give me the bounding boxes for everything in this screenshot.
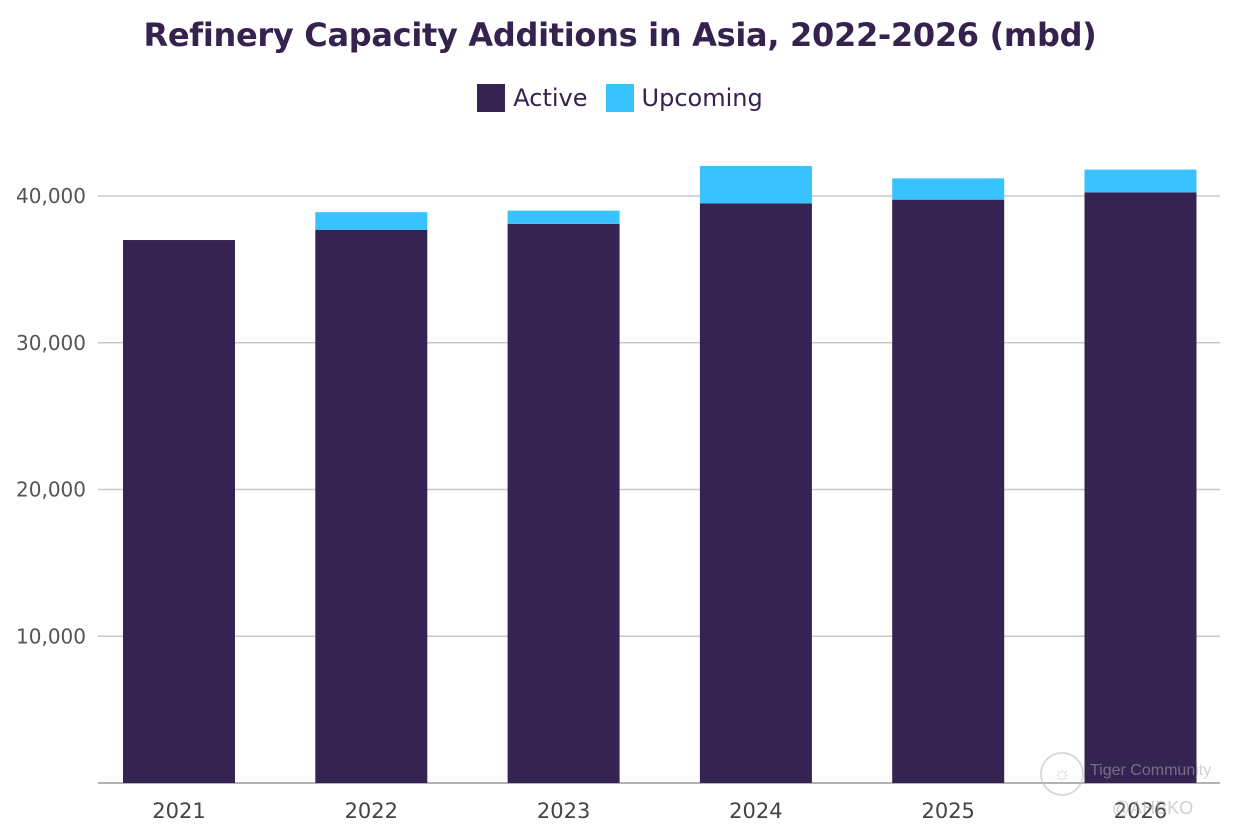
x-tick-label: 2021 (152, 799, 205, 823)
bar-active-2025 (892, 199, 1005, 783)
y-tick-label: 40,000 (16, 184, 86, 208)
x-tick-label: 2024 (729, 799, 782, 823)
watermark-handle: @AHBKO (1112, 798, 1194, 818)
bar-upcoming-2026 (1084, 169, 1197, 193)
bar-upcoming-2025 (892, 178, 1005, 200)
x-tick-label: 2022 (345, 799, 398, 823)
legend-item-active: Active (477, 84, 588, 112)
watermark: ☼ Tiger Community @AHBKO (1040, 752, 1230, 832)
chart-title: Refinery Capacity Additions in Asia, 202… (143, 16, 1097, 54)
bar-upcoming-2022 (315, 212, 428, 230)
legend-swatch-active (477, 84, 506, 112)
legend-label-upcoming: Upcoming (641, 84, 763, 112)
bar-upcoming-2023 (507, 210, 620, 224)
watermark-text: Tiger Community (1090, 762, 1212, 779)
bar-active-2021 (123, 240, 235, 783)
y-tick-label: 30,000 (16, 331, 86, 355)
y-tick-label: 10,000 (16, 624, 86, 648)
chart-legend: Active Upcoming (0, 84, 1240, 112)
legend-swatch-upcoming (605, 84, 634, 112)
bar-active-2024 (699, 203, 812, 783)
bar-active-2023 (507, 223, 620, 783)
y-tick-label: 20,000 (16, 478, 86, 502)
legend-label-active: Active (513, 84, 588, 112)
bar-active-2026 (1084, 192, 1197, 784)
x-tick-label: 2023 (537, 799, 590, 823)
bar-active-2022 (315, 229, 428, 783)
bar-upcoming-2024 (699, 165, 812, 204)
tiger-logo-icon: ☼ (1040, 752, 1084, 796)
legend-item-upcoming: Upcoming (605, 84, 763, 112)
x-tick-label: 2025 (921, 799, 974, 823)
x-tick-label: 2026 (1114, 799, 1167, 823)
